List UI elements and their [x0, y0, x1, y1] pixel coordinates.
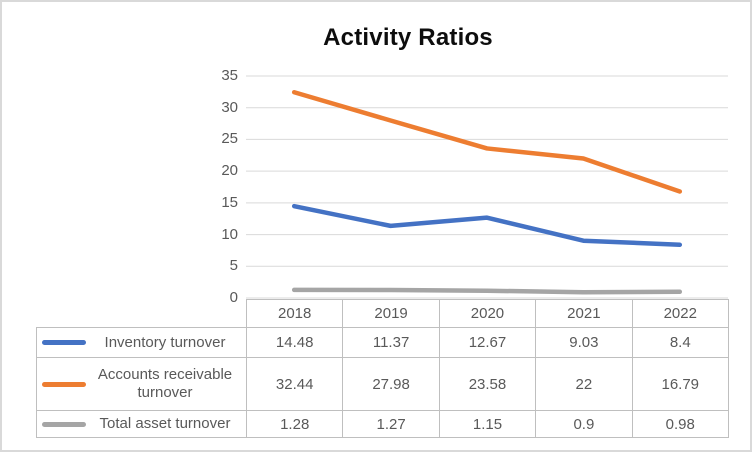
table-row: Inventory turnover 14.48 11.37 12.67 9.03 8.4: [36, 327, 729, 358]
series-label-cell: Total asset turnover: [36, 410, 247, 438]
year-header-cell: 2020: [438, 299, 537, 328]
table-corner-cell: [37, 300, 247, 328]
table-row: Accounts receivable turnover 32.44 27.98 23…: [36, 357, 729, 411]
y-axis-tick-label: 35: [221, 67, 238, 84]
value-cell: 32.44: [245, 357, 344, 411]
data-table: 2018 2019 2020 2021 2022 Inventory turnover 14…: [36, 299, 729, 438]
legend-line-icon: [42, 421, 86, 427]
table-header-row: 2018 2019 2020 2021 2022: [37, 299, 729, 328]
series-name-label: Total asset turnover: [99, 415, 231, 433]
value-cell: 12.67: [438, 327, 537, 358]
year-header-cell: 2022: [631, 299, 729, 328]
year-header-cell: 2019: [342, 299, 440, 328]
value-cell: 11.37: [342, 327, 440, 358]
chart-title: Activity Ratios: [323, 24, 493, 51]
value-cell: 0.98: [631, 410, 729, 438]
series-line-accounts-receivable-turnover: [291, 89, 683, 194]
y-axis-tick-label: 30: [221, 98, 238, 116]
series-name-label: Inventory turnover: [104, 333, 226, 351]
value-cell: 1.27: [342, 410, 440, 438]
y-axis-tick-label: 25: [221, 130, 238, 148]
value-cell: 8.4: [631, 327, 729, 358]
table-row: Total asset turnover 1.28 1.27 1.15 0.9 0.98: [36, 410, 729, 438]
year-header-cell: 2018: [245, 299, 344, 328]
value-cell: 22: [535, 357, 633, 411]
y-axis-tick-label: 0: [229, 289, 238, 306]
value-cell: 1.28: [245, 410, 344, 438]
series-label-cell: Inventory turnover: [36, 327, 247, 358]
y-axis-tick-label: 5: [229, 257, 238, 275]
y-axis-tick-label: 15: [221, 193, 238, 211]
y-axis-tick-label: 10: [221, 225, 238, 243]
series-label-cell: Accounts receivable turnover: [36, 357, 247, 411]
legend-line-icon: [42, 340, 86, 345]
series-name-label: Accounts receivable turnover: [97, 366, 233, 401]
series-line-total-asset-turnover: [291, 287, 683, 295]
legend-line-icon: [42, 381, 86, 387]
value-cell: 27.98: [342, 357, 440, 411]
value-cell: 23.58: [438, 357, 537, 411]
series-line-inventory-turnover: [291, 203, 683, 247]
value-cell: 0.9: [535, 410, 633, 438]
value-cell: 1.15: [438, 410, 537, 438]
year-header-cell: 2021: [535, 299, 633, 328]
value-cell: 16.79: [631, 357, 729, 411]
y-axis-tick-label: 20: [221, 162, 238, 180]
value-cell: 14.48: [245, 327, 344, 358]
value-cell: 9.03: [535, 327, 633, 358]
